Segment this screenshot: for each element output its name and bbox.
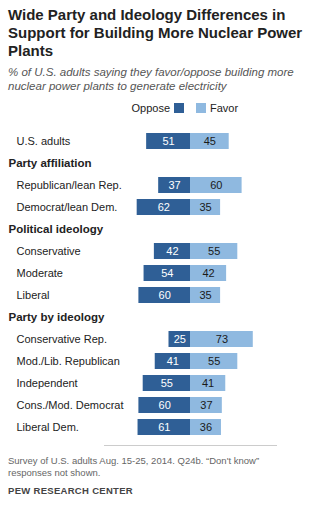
svg-text:41: 41 <box>167 355 179 367</box>
svg-text:36: 36 <box>200 421 212 433</box>
svg-text:35: 35 <box>199 201 211 213</box>
svg-text:35: 35 <box>199 289 211 301</box>
svg-text:45: 45 <box>204 135 216 147</box>
svg-text:41: 41 <box>202 377 214 389</box>
svg-text:60: 60 <box>159 399 171 411</box>
html-text:Survey of U.S. adults Aug. 15-: Survey of U.S. adults Aug. 15-25, 2014. … <box>8 455 260 478</box>
svg-text:55: 55 <box>208 245 220 257</box>
svg-text:Mod./Lib. Republican: Mod./Lib. Republican <box>17 355 120 367</box>
svg-text:54: 54 <box>161 267 173 279</box>
svg-text:37: 37 <box>168 179 180 191</box>
svg-text:73: 73 <box>216 333 228 345</box>
svg-text:Cons./Mod. Democrat: Cons./Mod. Democrat <box>17 399 124 411</box>
svg-text:U.S. adults: U.S. adults <box>17 135 71 147</box>
svg-text:Independent: Independent <box>17 377 78 389</box>
html-text:Wide Party and Ideology Differ: Wide Party and Ideology Differences in S… <box>8 6 303 59</box>
svg-text:Liberal: Liberal <box>17 289 50 301</box>
svg-text:25: 25 <box>174 333 186 345</box>
svg-text:Republican/lean Rep.: Republican/lean Rep. <box>17 179 122 191</box>
svg-text:55: 55 <box>208 355 220 367</box>
svg-text:60: 60 <box>159 289 171 301</box>
svg-text:62: 62 <box>158 201 170 213</box>
svg-text:42: 42 <box>202 267 214 279</box>
svg-text:Moderate: Moderate <box>17 267 63 279</box>
svg-text:Party by ideology: Party by ideology <box>9 311 105 323</box>
html-text:Oppose: Oppose <box>131 102 170 114</box>
svg-text:Conservative: Conservative <box>17 245 81 257</box>
svg-text:Democrat/lean Dem.: Democrat/lean Dem. <box>17 201 118 213</box>
svg-text:51: 51 <box>162 135 174 147</box>
svg-text:Liberal Dem.: Liberal Dem. <box>17 421 79 433</box>
svg-text:Conservative Rep.: Conservative Rep. <box>17 333 108 345</box>
svg-text:Political ideology: Political ideology <box>9 223 104 235</box>
html-text:Favor: Favor <box>210 102 239 114</box>
svg-text:37: 37 <box>200 399 212 411</box>
svg-text:Party affiliation: Party affiliation <box>9 157 92 169</box>
svg-text:42: 42 <box>166 245 178 257</box>
svg-text:61: 61 <box>158 421 170 433</box>
html-text:% of U.S. adults saying they f: % of U.S. adults saying they favor/oppos… <box>8 66 294 92</box>
svg-text:60: 60 <box>210 179 222 191</box>
html-text:PEW RESEARCH CENTER: PEW RESEARCH CENTER <box>8 485 133 496</box>
svg-text:55: 55 <box>161 377 173 389</box>
